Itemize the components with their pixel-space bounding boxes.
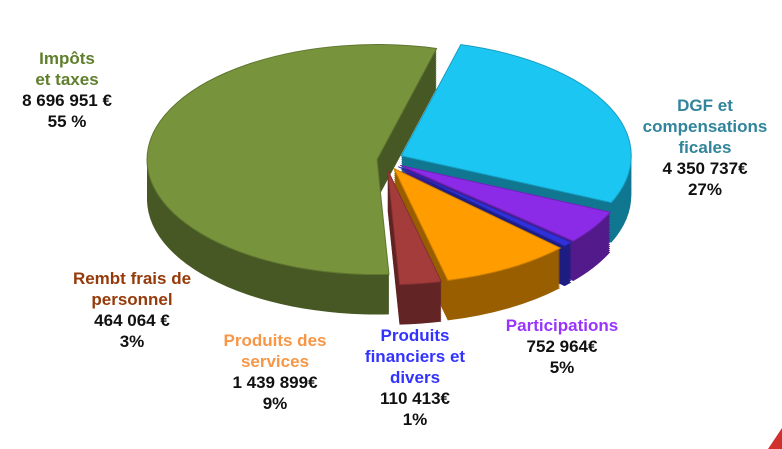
slice-label: Impôts et taxes 8 696 951 € 55 % [22, 48, 112, 132]
slice-percent: 55 % [47, 112, 87, 131]
slice [146, 44, 438, 276]
slice-name: Rembt frais de personnel [72, 269, 192, 309]
slice-name: Participations [505, 316, 619, 335]
slice-name: Produits financiers et divers [364, 326, 466, 387]
slice-percent: 1% [402, 410, 428, 429]
slice [392, 167, 562, 281]
slice-label: Produits financiers et divers 110 413€ 1% [365, 325, 465, 430]
slice-percent: 3% [119, 332, 145, 351]
slice-amount: 464 064 € [94, 311, 170, 330]
slice-label: Rembt frais de personnel 464 064 € 3% [73, 268, 191, 352]
slice-percent: 9% [262, 394, 288, 413]
slice-amount: 8 696 951 € [22, 91, 112, 110]
slice-group [387, 169, 443, 325]
slice-group [146, 44, 438, 315]
slice-label: DGF et compensations ficales 4 350 737€ 27… [643, 95, 768, 200]
slice-percent: 5% [549, 358, 575, 377]
slice [398, 166, 573, 247]
slice-label: Participations 752 964€ 5% [506, 315, 618, 378]
slice-amount: 1 439 899€ [232, 373, 318, 392]
slice [387, 169, 443, 286]
slice-name: Impôts et taxes [35, 49, 99, 89]
slice [400, 44, 632, 204]
slice-name: Produits des services [223, 331, 327, 371]
slice-name: DGF et compensations ficales [642, 96, 768, 157]
corner-mark [768, 428, 782, 449]
slice-amount: 4 350 737€ [662, 159, 748, 178]
slice-amount: 752 964€ [526, 337, 598, 356]
slice-amount: 110 413€ [380, 389, 450, 408]
slice [399, 164, 612, 242]
slice-percent: 27% [687, 180, 723, 199]
slice-label: Produits des services 1 439 899€ 9% [224, 330, 327, 414]
